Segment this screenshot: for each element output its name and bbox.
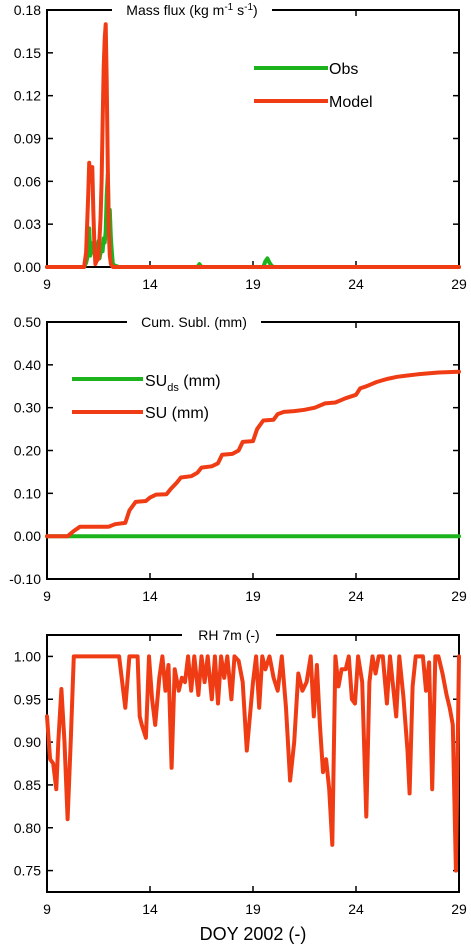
y-tick-label: 0.90 [14, 734, 41, 750]
x-tick-label: 19 [245, 276, 261, 292]
x-tick-label: 29 [451, 901, 467, 917]
x-tick-label: 14 [142, 901, 158, 917]
y-tick-label: 1.00 [14, 648, 41, 664]
x-tick-label: 14 [142, 588, 158, 604]
y-tick-label: 0.10 [14, 485, 41, 501]
y-tick-label: 0.30 [14, 400, 41, 416]
panel-mass-flux: 0.00 0.03 0.06 0.09 0.12 0.15 0.18 9 14 19 24 29 M… [14, 0, 467, 292]
panel-2-title: Cum. Subl. (mm) [141, 314, 247, 330]
series-line-su-mm- [45, 369, 461, 539]
y-tick-label: -0.10 [9, 571, 41, 587]
y-tick-label: 0.06 [14, 173, 41, 189]
x-tick-label: 19 [245, 901, 261, 917]
x-tick-label: 24 [348, 901, 364, 917]
y-tick-label: 0.50 [14, 314, 41, 330]
legend-obs-label: Obs [329, 61, 358, 78]
y-tick-label: 0.00 [14, 528, 41, 544]
x-tick-label: 9 [43, 588, 51, 604]
x-tick-label: 14 [142, 276, 158, 292]
panel-3-title: RH 7m (-) [198, 627, 259, 643]
y-tick-label: 0.03 [14, 216, 41, 232]
legend-model-label: Model [329, 94, 373, 111]
panel-1-title: Mass flux (kg m-1 s-1) [126, 2, 257, 18]
panel-2-legend: SUds (mm) SU (mm) [72, 373, 221, 422]
y-tick-label: 0.20 [14, 443, 41, 459]
panel-cum-subl: -0.100.000.100.200.300.400.50 9 14 19 24 29 … [9, 312, 467, 604]
legend-su-label: SU (mm) [145, 405, 209, 422]
y-tick-label: 0.12 [14, 88, 41, 104]
series-line-model [45, 22, 461, 269]
panel-2-frame [46, 321, 460, 580]
x-tick-label: 19 [245, 588, 261, 604]
y-tick-label: 0.75 [14, 863, 41, 879]
y-tick-label: 0.00 [14, 259, 41, 275]
y-tick-label: 0.18 [14, 2, 41, 18]
y-tick-label: 0.95 [14, 691, 41, 707]
x-tick-label: 9 [43, 276, 51, 292]
x-axis-label: DOY 2002 (-) [200, 924, 307, 944]
x-tick-label: 24 [348, 588, 364, 604]
series-line-rh-7m [45, 654, 461, 873]
y-tick-label: 0.80 [14, 820, 41, 836]
x-tick-label: 29 [451, 588, 467, 604]
x-tick-label: 24 [348, 276, 364, 292]
panel-1-legend: Obs Model [254, 61, 373, 111]
legend-suds-label: SUds (mm) [145, 373, 221, 394]
y-tick-label: 0.09 [14, 131, 41, 147]
y-tick-label: 0.15 [14, 45, 41, 61]
x-tick-label: 29 [451, 276, 467, 292]
panel-rh: 0.75 0.80 0.85 0.90 0.95 1.00 9 14 19 24 29 RH 7m… [14, 625, 467, 917]
x-tick-label: 9 [43, 901, 51, 917]
y-tick-label: 0.85 [14, 777, 41, 793]
y-tick-label: 0.40 [14, 357, 41, 373]
